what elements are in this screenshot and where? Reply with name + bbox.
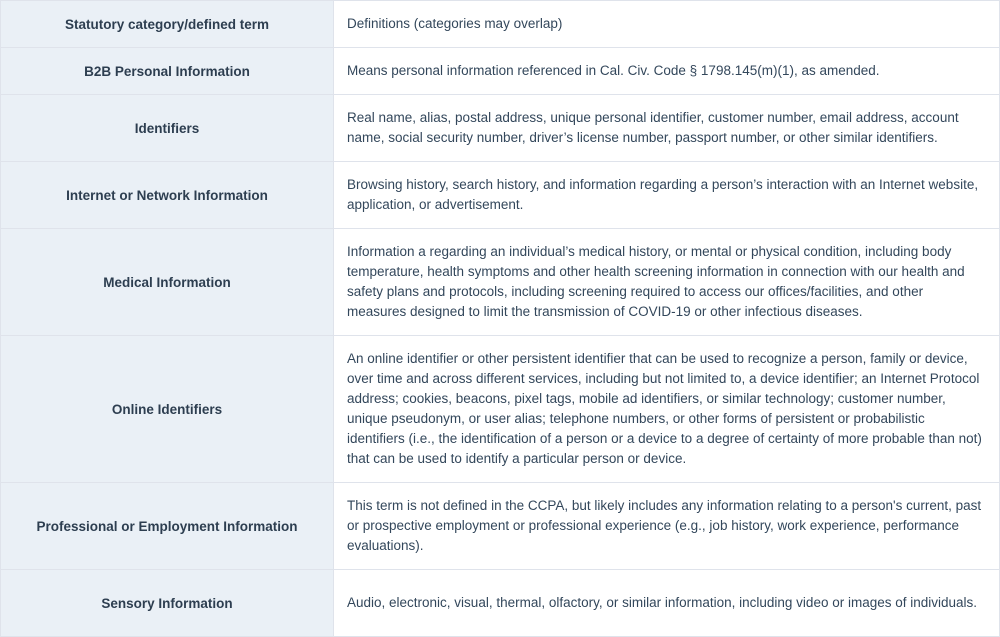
term-cell-internet-network-information: Internet or Network Information (0, 162, 334, 229)
header-term-cell: Statutory category/defined term (0, 1, 334, 48)
definition-cell-medical-information: Information a regarding an individual’s … (334, 229, 1000, 336)
term-label: Identifiers (134, 120, 200, 136)
definition-cell-internet-network-information: Browsing history, search history, and in… (334, 162, 1000, 229)
definition-text: Information a regarding an individual’s … (347, 244, 965, 319)
term-label: Online Identifiers (111, 401, 223, 417)
term-label: Internet or Network Information (66, 187, 268, 203)
term-cell-online-identifiers: Online Identifiers (0, 336, 334, 483)
definition-cell-online-identifiers: An online identifier or other persistent… (334, 336, 1000, 483)
term-cell-professional-employment-information: Professional or Employment Information (0, 483, 334, 570)
definition-text: Real name, alias, postal address, unique… (347, 110, 959, 145)
term-label: B2B Personal Information (84, 63, 250, 79)
header-definition-cell: Definitions (categories may overlap) (334, 1, 1000, 48)
definition-cell-identifiers: Real name, alias, postal address, unique… (334, 95, 1000, 162)
header-term-label: Statutory category/defined term (64, 16, 270, 32)
definition-text: Means personal information referenced in… (347, 63, 880, 78)
term-cell-sensory-information: Sensory Information (0, 570, 334, 637)
definition-text: Browsing history, search history, and in… (347, 177, 979, 212)
definition-cell-professional-employment-information: This term is not defined in the CCPA, bu… (334, 483, 1000, 570)
definition-text: This term is not defined in the CCPA, bu… (347, 498, 982, 553)
term-label: Professional or Employment Information (36, 518, 298, 534)
term-cell-medical-information: Medical Information (0, 229, 334, 336)
definition-text: An online identifier or other persistent… (347, 351, 982, 466)
definition-cell-b2b-personal-information: Means personal information referenced in… (334, 48, 1000, 95)
term-label: Sensory Information (101, 595, 233, 611)
definition-text: Audio, electronic, visual, thermal, olfa… (347, 595, 978, 610)
definition-cell-sensory-information: Audio, electronic, visual, thermal, olfa… (334, 570, 1000, 637)
term-cell-identifiers: Identifiers (0, 95, 334, 162)
term-cell-b2b-personal-information: B2B Personal Information (0, 48, 334, 95)
header-definition-label: Definitions (categories may overlap) (347, 16, 563, 31)
term-label: Medical Information (103, 274, 231, 290)
